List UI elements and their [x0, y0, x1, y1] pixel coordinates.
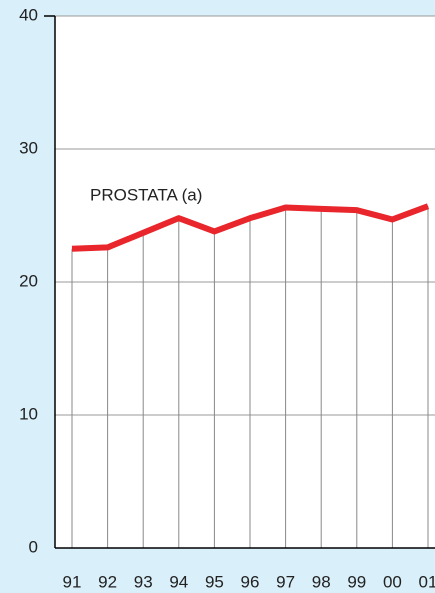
x-tick-label: 01 [419, 572, 435, 591]
y-tick-label: 0 [29, 537, 38, 556]
annotation: PROSTATA (a) [90, 185, 202, 204]
x-tick-label: 99 [347, 572, 366, 591]
x-tick-label: 94 [169, 572, 188, 591]
x-tick-label: 93 [134, 572, 153, 591]
y-tick-label: 30 [19, 138, 38, 157]
x-tick-label: 91 [63, 572, 82, 591]
y-tick-label: 20 [19, 271, 38, 290]
y-tick-label: 40 [19, 5, 38, 24]
x-tick-label: 98 [312, 572, 331, 591]
x-tick-label: 96 [241, 572, 260, 591]
y-tick-label: 10 [19, 404, 38, 423]
x-tick-label: 95 [205, 572, 224, 591]
x-tick-label: 92 [98, 572, 117, 591]
x-tick-label: 00 [383, 572, 402, 591]
x-tick-label: 97 [276, 572, 295, 591]
series-line [71, 203, 430, 252]
